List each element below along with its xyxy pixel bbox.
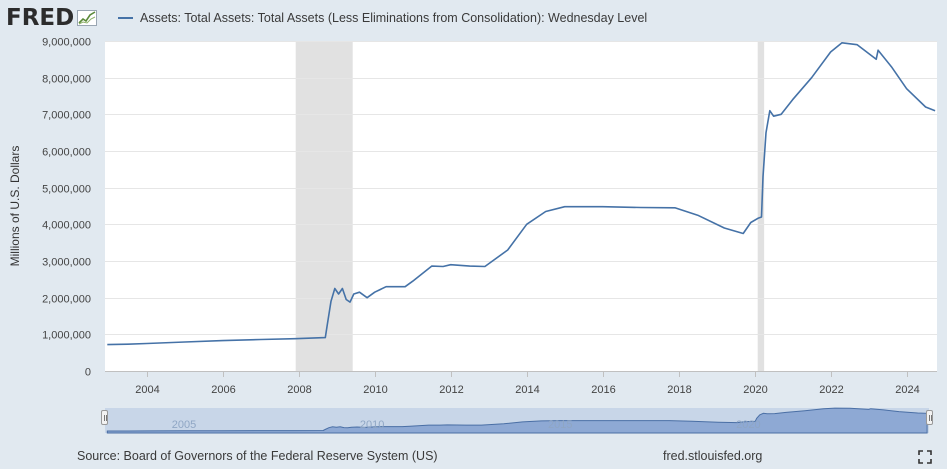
series-layer (107, 41, 936, 346)
y-tick-label: 0 (85, 367, 91, 379)
y-tick-label: 9,000,000 (42, 37, 91, 49)
recession-bands (295, 41, 765, 371)
source-note: Source: Board of Governors of the Federa… (77, 449, 438, 463)
grid-lines (105, 41, 937, 335)
y-axis-ticks: 0 1,000,000 2,000,000 3,000,000 4,000,000 5,0… (42, 37, 91, 379)
plot-area (105, 41, 937, 371)
x-tick-label: 2014 (515, 384, 539, 396)
x-tick-label: 2024 (895, 384, 919, 396)
x-tick-label: 2008 (287, 384, 311, 396)
x-axis-ticks: 2004 2006 2008 2010 2012 2014 2016 2018 2020 2022… (105, 371, 937, 396)
x-tick-label: 2022 (819, 384, 843, 396)
fullscreen-icon[interactable] (918, 450, 932, 464)
site-link[interactable]: fred.stlouisfed.org (663, 449, 763, 463)
y-tick-label: 1,000,000 (42, 330, 91, 342)
x-tick-label: 2016 (591, 384, 615, 396)
x-tick-label: 2004 (135, 384, 159, 396)
navigator-left-handle[interactable] (101, 410, 108, 425)
y-tick-label: 2,000,000 (42, 294, 91, 306)
y-tick-label: 4,000,000 (42, 220, 91, 232)
chart-line-icon (77, 10, 98, 26)
fred-logo[interactable]: FRED (6, 4, 98, 32)
x-tick-label: 2018 (667, 384, 691, 396)
y-tick-label: 3,000,000 (42, 257, 91, 269)
y-tick-label: 8,000,000 (42, 74, 91, 86)
navigator-right-handle[interactable] (926, 410, 933, 425)
legend-line-swatch (118, 17, 133, 19)
legend-series-label: Assets: Total Assets: Total Assets (Less… (140, 11, 648, 25)
chart-legend: Assets: Total Assets: Total Assets (Less… (118, 9, 647, 27)
series-line-1 (107, 41, 936, 346)
fred-logo-text: FRED (6, 5, 75, 31)
y-tick-label: 7,000,000 (42, 110, 91, 122)
recession-band-1 (295, 41, 353, 371)
y-tick-label: 6,000,000 (42, 147, 91, 159)
x-tick-label: 2020 (743, 384, 767, 396)
x-tick-label: 2012 (439, 384, 463, 396)
y-tick-label: 5,000,000 (42, 184, 91, 196)
x-tick-label: 2010 (363, 384, 387, 396)
x-tick-label: 2006 (211, 384, 235, 396)
recession-band-2 (757, 41, 765, 371)
